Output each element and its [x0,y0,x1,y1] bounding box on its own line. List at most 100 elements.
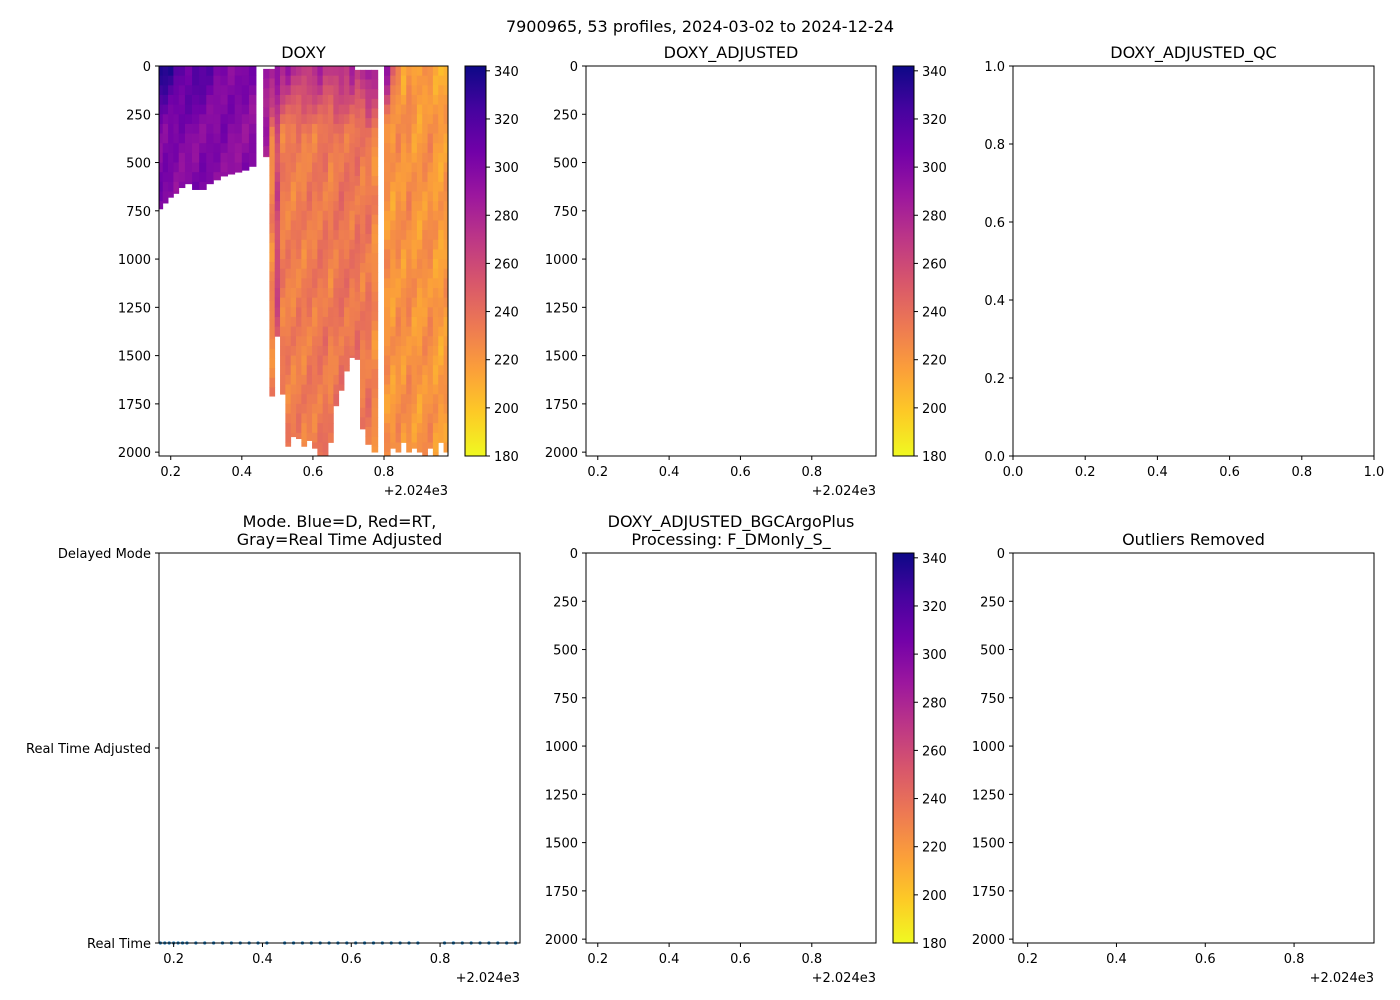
doxy-cell [312,220,318,231]
doxy-cell [280,336,286,347]
doxy-cell [365,233,372,245]
doxy-cell [317,384,324,395]
doxy-cell [371,388,379,399]
doxy-cell [395,365,402,376]
doxy-cell [317,278,324,289]
doxy-cell [333,355,340,366]
doxy-cell [173,85,180,96]
doxy-cell [263,68,270,79]
doxy-frame [158,65,449,457]
doxy-cell [422,336,428,347]
bgcargoplus-colorbar-tick-label: 340 [922,552,947,567]
doxy-cell [354,118,361,129]
doxy-cell [322,452,329,457]
doxy-cell [406,94,412,106]
doxy-cell [317,307,324,318]
doxy-cell [333,326,340,337]
doxy-cell [333,239,340,250]
doxy-cell [328,230,334,241]
doxy-cell [322,268,329,279]
doxy-cell [328,239,334,250]
doxy-cell [400,239,407,250]
doxy-cell [432,268,439,279]
doxy-cell [349,316,356,328]
doxy-cell [263,117,270,128]
doxy-cell [390,316,396,328]
doxy-cell [432,239,439,250]
doxy-cell [384,394,391,405]
doxy-cell [280,114,286,125]
doxy_adjusted-xtick-label: 0.4 [659,465,680,480]
doxy-cell [443,172,449,183]
doxy-cell [317,326,324,337]
outliers-ytick-label: 1250 [972,788,1005,803]
doxy-cell [312,210,318,221]
doxy-cell [371,446,379,453]
doxy-cell [416,384,423,395]
doxy-cell [333,104,340,115]
doxy-cell [344,210,350,221]
doxy-cell [443,403,449,414]
doxy-cell [390,403,396,414]
doxy-cell [384,75,391,86]
doxy-cell [312,94,318,106]
doxy-cell [395,307,402,318]
doxy-cell [443,94,449,106]
doxy-cell [312,394,318,405]
doxy-cell [248,104,257,115]
doxy-cell [354,349,361,360]
doxy-cell [234,143,243,154]
doxy-cell [371,427,379,438]
doxy-cell [328,384,334,395]
doxy-cell [360,108,366,119]
doxy-cell [390,133,396,144]
doxy-cell [306,336,313,347]
doxy-cell [395,123,402,134]
doxy-cell [406,423,412,434]
doxy-cell [416,288,423,299]
doxy-cell [306,297,313,308]
doxy-cell [312,413,318,424]
doxy-cell [422,66,428,77]
doxy-cell [285,432,292,443]
doxy-cell [290,316,297,328]
doxy-cell [322,326,329,337]
doxy-cell [384,345,391,357]
doxy-cell [312,423,318,434]
doxy-cell [365,127,372,138]
doxy-cell [390,278,396,289]
doxy-cell [322,191,329,202]
doxy-cell [269,261,276,273]
doxy-cell [360,214,366,225]
doxy_adjusted_qc-ytick-label: 0.6 [984,216,1005,231]
doxy-cell [365,195,372,206]
doxy-cell [344,239,350,250]
doxy-cell [371,108,379,119]
doxy-cell [285,94,292,106]
doxy-cell [349,162,356,173]
doxy-cell [411,259,418,270]
doxy-cell [333,230,340,241]
doxy-cell [328,288,334,299]
doxy-cell [285,104,292,115]
doxy-cell [349,181,356,192]
doxy-cell [427,307,434,318]
doxy-cell [400,403,407,414]
doxy-cell [384,384,391,395]
doxy-cell [427,75,434,86]
doxy-cell [427,345,434,357]
doxy-cell [384,133,391,144]
doxy-colorbar-tick-label: 300 [494,161,519,176]
doxy-cell [438,374,444,385]
doxy-cell [384,413,391,424]
doxy-cell [416,181,423,192]
doxy-cell [354,195,361,206]
doxy-cell [241,152,250,163]
doxy-cell [422,442,428,453]
doxy-cell [274,123,281,134]
doxy-cell [338,181,345,192]
doxy-cell [400,374,407,385]
doxy-cell [338,345,345,357]
doxy-cell [306,123,313,134]
doxy-cell [290,75,297,86]
